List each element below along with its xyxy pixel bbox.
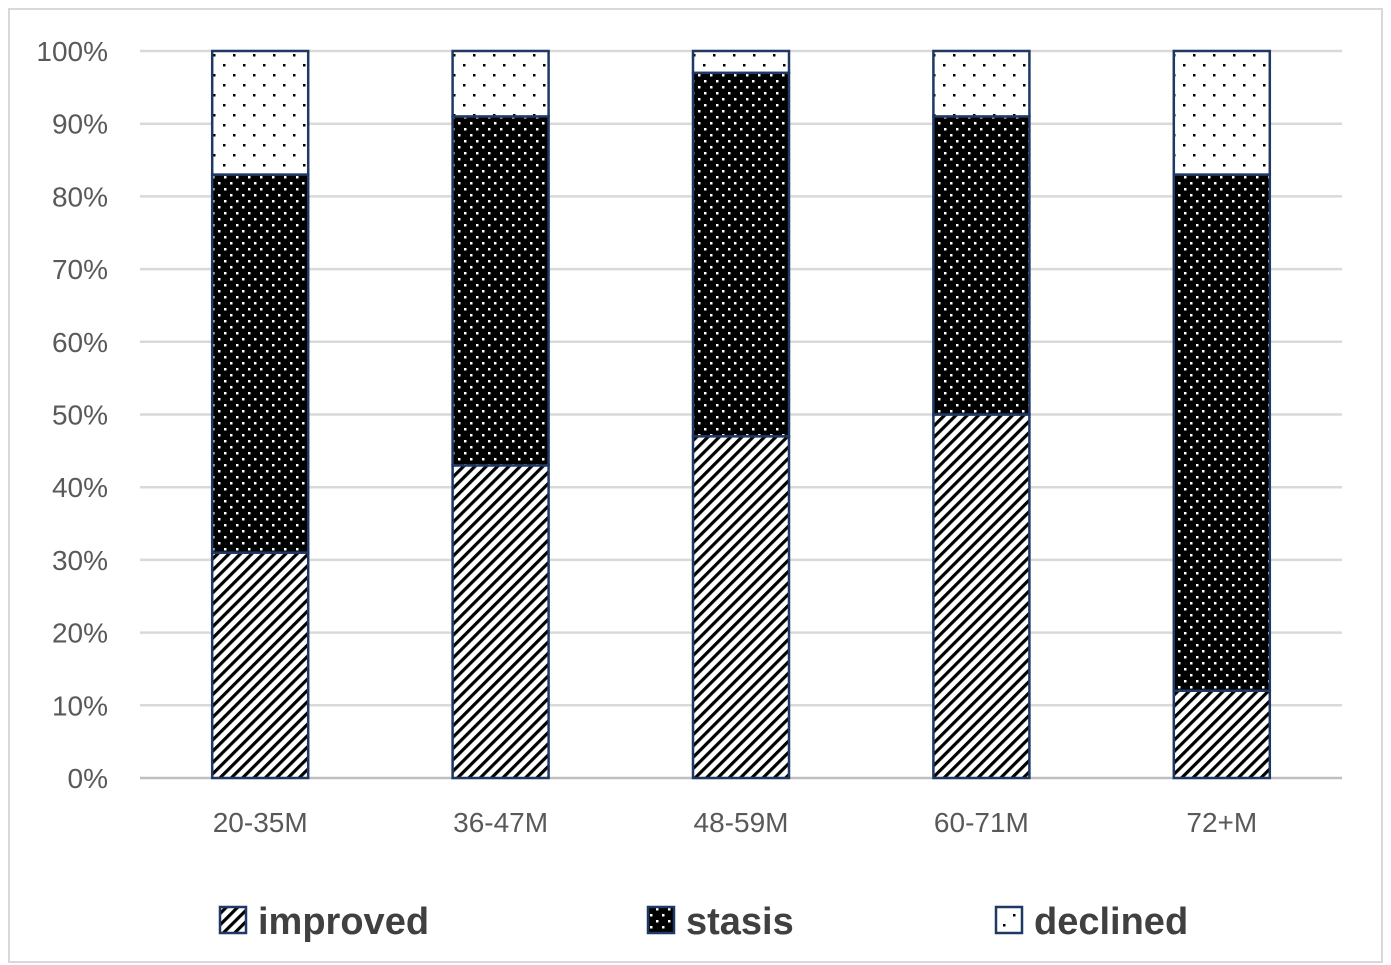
x-tick-label: 60-71M <box>934 807 1029 838</box>
y-tick-label: 80% <box>52 181 108 212</box>
bar-segment-improved <box>1172 689 1272 780</box>
bar-segment-declined <box>932 49 1031 118</box>
x-tick-label: 20-35M <box>213 807 308 838</box>
bars <box>210 49 1272 780</box>
y-axis-tick-labels: 0% 10% 20% 30% 40% 50% 60% 70% 80% 90% 100% <box>36 36 108 794</box>
bar-segment-declined <box>451 49 550 118</box>
legend-label-declined: declined <box>1034 901 1188 943</box>
legend: improved stasis declined <box>218 901 1188 943</box>
y-tick-label: 90% <box>52 109 108 140</box>
y-tick-label: 10% <box>52 690 108 721</box>
x-axis-tick-labels: 20-35M 36-47M 48-59M 60-71M 72+M <box>213 807 1257 838</box>
bar-segment-declined <box>210 49 310 176</box>
x-tick-label: 36-47M <box>453 807 548 838</box>
x-tick-label: 48-59M <box>694 807 789 838</box>
legend-label-improved: improved <box>258 901 429 943</box>
legend-swatch-improved <box>218 905 248 935</box>
bar-segment-stasis <box>451 115 550 467</box>
bar-segment-declined <box>1172 49 1272 176</box>
y-tick-label: 70% <box>52 254 108 285</box>
y-tick-label: 50% <box>52 400 108 431</box>
x-tick-label: 72+M <box>1186 807 1257 838</box>
legend-swatch-stasis <box>646 905 676 935</box>
legend-swatch-declined <box>994 905 1024 935</box>
bar-segment-stasis <box>691 71 791 438</box>
bar-segment-declined <box>691 49 791 75</box>
bar-segment-stasis <box>932 115 1031 416</box>
y-tick-label: 20% <box>52 618 108 649</box>
y-tick-label: 30% <box>52 545 108 576</box>
y-tick-label: 0% <box>68 763 108 794</box>
y-tick-label: 40% <box>52 472 108 503</box>
bar-segment-improved <box>691 435 791 780</box>
y-tick-label: 100% <box>36 36 108 67</box>
bar-segment-stasis <box>1172 173 1272 693</box>
bar-segment-stasis <box>210 173 310 554</box>
bar-segment-improved <box>451 464 550 780</box>
bar-segment-improved <box>932 413 1031 780</box>
bar-segment-improved <box>210 551 310 780</box>
legend-label-stasis: stasis <box>686 901 794 943</box>
y-tick-label: 60% <box>52 327 108 358</box>
